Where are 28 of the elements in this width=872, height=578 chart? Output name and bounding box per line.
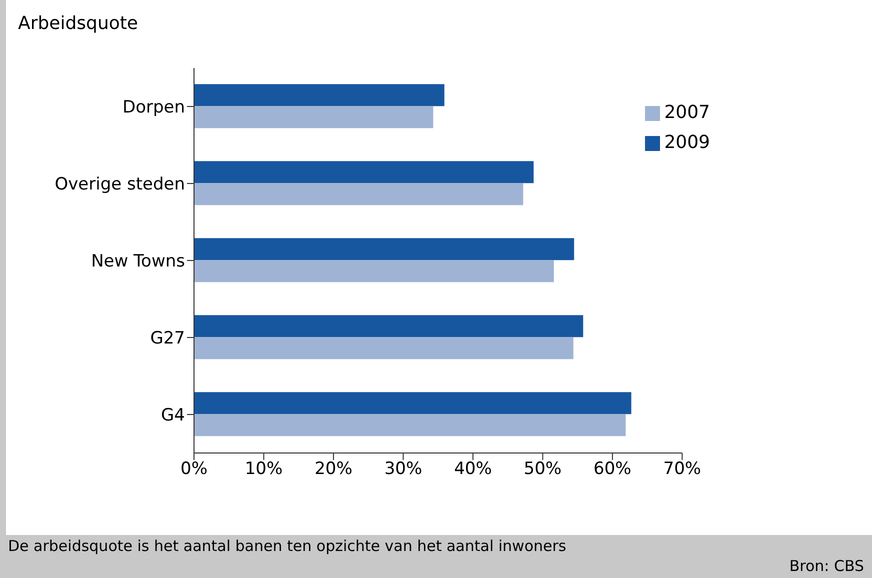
chart-title: Arbeidsquote xyxy=(18,13,138,34)
bar xyxy=(194,315,584,338)
bar xyxy=(194,392,632,414)
text: De arbeidsquote is het aantal banen ten opzichte van het aantal inwoners xyxy=(8,537,566,555)
text: Bron: CBS xyxy=(789,557,864,575)
legend-label: 2009 xyxy=(664,132,710,153)
x-tick-label: 10% xyxy=(244,459,283,480)
x-tick-label: 50% xyxy=(524,459,562,480)
bar xyxy=(194,260,554,282)
bar xyxy=(194,161,534,184)
y-tick-label: G4 xyxy=(161,406,185,426)
legend-label: 2007 xyxy=(664,102,710,123)
x-tick-label: 70% xyxy=(663,459,702,480)
bar xyxy=(194,183,524,206)
y-tick-label: Dorpen xyxy=(122,98,185,118)
y-tick-label: G27 xyxy=(150,328,185,349)
y-tick-label: New Towns xyxy=(91,252,186,272)
bar xyxy=(194,414,626,436)
bar xyxy=(194,84,444,106)
x-tick-label: 60% xyxy=(594,459,632,480)
x-tick-label: 30% xyxy=(384,459,422,480)
bar xyxy=(194,238,574,260)
bar xyxy=(194,337,574,360)
x-tick-label: 20% xyxy=(314,459,352,480)
bar xyxy=(194,106,434,128)
x-tick-label: 0% xyxy=(180,459,208,480)
x-tick-label: 40% xyxy=(454,459,492,480)
y-tick-label: Overige steden xyxy=(54,174,185,195)
